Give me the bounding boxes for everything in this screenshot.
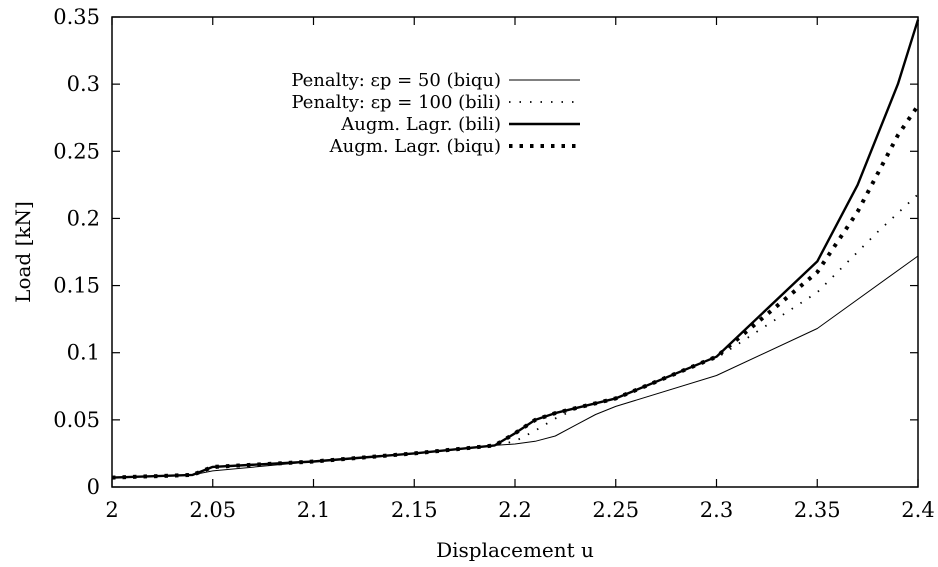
series-line-4: [111, 104, 920, 480]
y-tick-label: 0.15: [53, 274, 100, 298]
x-tick-label: 2.4: [901, 498, 934, 522]
y-tick-label: 0.2: [67, 206, 100, 230]
x-tick-label: 2.35: [794, 498, 841, 522]
x-axis-label: Displacement u: [436, 538, 594, 562]
series-lines: [111, 19, 920, 480]
y-tick-label: 0: [87, 475, 100, 499]
series-line-2: [111, 193, 919, 479]
legend-label-2: Penalty: εp = 100 (bili): [291, 92, 501, 113]
x-tick-label: 2.25: [592, 498, 639, 522]
x-tick-label: 2.05: [189, 498, 236, 522]
x-tick-label: 2.3: [700, 498, 733, 522]
y-tick-label: 0.35: [53, 5, 100, 29]
x-tick-label: 2.15: [391, 498, 438, 522]
legend: Penalty: εp = 50 (biqu)Penalty: εp = 100…: [291, 70, 580, 157]
series-line-1: [111, 255, 919, 479]
axis-ticks: [111, 16, 919, 488]
plot-frame: [111, 16, 919, 488]
series-line-3: [111, 19, 920, 479]
y-tick-label: 0.25: [53, 139, 100, 163]
legend-label-1: Penalty: εp = 50 (biqu): [291, 70, 501, 91]
axis-tick-labels: 2 2.05 2.1 2.15 2.2 2.25 2.3 2.35 2.4 0 0.05 0.1 0.1…: [53, 5, 934, 522]
y-tick-label: 0.1: [67, 341, 100, 365]
x-tick-label: 2: [105, 498, 118, 522]
y-tick-label: 0.3: [67, 72, 100, 96]
x-tick-label: 2.1: [297, 498, 330, 522]
x-tick-label: 2.2: [498, 498, 531, 522]
y-tick-label: 0.05: [53, 408, 100, 432]
y-axis-label: Load [kN]: [11, 201, 35, 303]
legend-label-4: Augm. Lagr. (biqu): [329, 136, 501, 157]
legend-label-3: Augm. Lagr. (bili): [340, 114, 501, 135]
